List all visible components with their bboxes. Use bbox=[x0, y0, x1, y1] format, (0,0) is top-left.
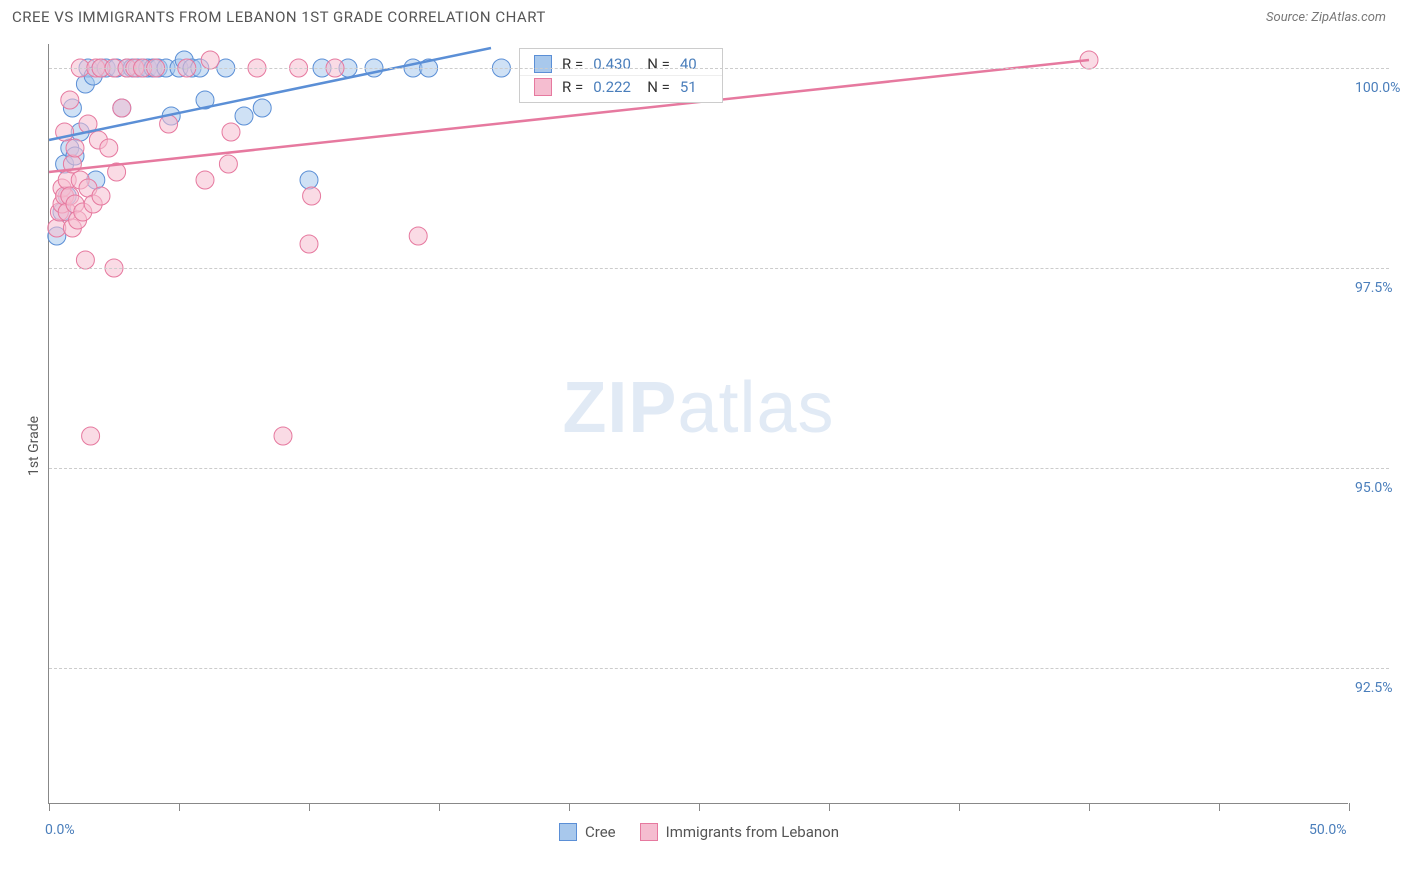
r-label: R = bbox=[562, 78, 583, 96]
y-axis-title: 1st Grade bbox=[26, 416, 42, 476]
scatter-point bbox=[160, 115, 178, 133]
scatter-point bbox=[253, 99, 271, 117]
x-tick bbox=[309, 803, 310, 811]
x-tick-label: 50.0% bbox=[1309, 822, 1347, 838]
y-tick-label: 97.5% bbox=[1355, 280, 1393, 296]
legend-swatch bbox=[559, 823, 577, 841]
scatter-point bbox=[222, 123, 240, 141]
legend-label: Cree bbox=[585, 823, 616, 841]
scatter-point bbox=[196, 171, 214, 189]
chart-title: CREE VS IMMIGRANTS FROM LEBANON 1ST GRAD… bbox=[12, 8, 546, 26]
plot-container: ZIPatlas R =0.430N =40R =0.222N =51 Cree… bbox=[48, 44, 1348, 804]
legend-stats-row: R = 0.430 N = 40 bbox=[520, 53, 722, 75]
x-tick bbox=[179, 803, 180, 811]
legend-stats-row: R = 0.222 N = 51 bbox=[520, 75, 722, 98]
scatter-point bbox=[82, 427, 100, 445]
scatter-point bbox=[113, 99, 131, 117]
x-tick bbox=[439, 803, 440, 811]
scatter-point bbox=[66, 139, 84, 157]
x-tick bbox=[1089, 803, 1090, 811]
x-tick bbox=[959, 803, 960, 811]
x-tick-label: 0.0% bbox=[45, 822, 75, 838]
r-value: 0.222 bbox=[593, 78, 637, 96]
y-tick-label: 95.0% bbox=[1355, 480, 1393, 496]
n-label: N = bbox=[647, 55, 670, 73]
scatter-point bbox=[61, 91, 79, 109]
scatter-point bbox=[409, 227, 427, 245]
n-value: 40 bbox=[680, 55, 708, 73]
gridline bbox=[49, 268, 1389, 269]
gridline bbox=[49, 668, 1389, 669]
scatter-point bbox=[76, 251, 94, 269]
x-tick bbox=[569, 803, 570, 811]
scatter-point bbox=[219, 155, 237, 173]
y-tick-label: 100.0% bbox=[1355, 80, 1400, 96]
plot-area: ZIPatlas R =0.430N =40R =0.222N =51 Cree… bbox=[48, 44, 1348, 804]
n-value: 51 bbox=[680, 78, 708, 96]
scatter-point bbox=[235, 107, 253, 125]
legend-swatch bbox=[640, 823, 658, 841]
gridline bbox=[49, 468, 1389, 469]
x-tick bbox=[699, 803, 700, 811]
source-attribution: Source: ZipAtlas.com bbox=[1266, 10, 1386, 25]
scatter-point bbox=[300, 235, 318, 253]
x-tick bbox=[829, 803, 830, 811]
x-tick bbox=[49, 803, 50, 811]
r-label: R = bbox=[562, 55, 583, 73]
scatter-point bbox=[303, 187, 321, 205]
legend-swatch bbox=[534, 78, 552, 96]
gridline bbox=[49, 68, 1389, 69]
r-value: 0.430 bbox=[593, 55, 637, 73]
x-tick bbox=[1349, 803, 1350, 811]
legend-stats-box: R = 0.430 N = 40 R = 0.222 N = 51 bbox=[519, 48, 723, 103]
n-label: N = bbox=[647, 78, 670, 96]
legend-label: Immigrants from Lebanon bbox=[666, 823, 839, 841]
scatter-point bbox=[274, 427, 292, 445]
bottom-legend: Cree Immigrants from Lebanon bbox=[49, 823, 1349, 841]
plot-svg bbox=[49, 44, 1349, 804]
scatter-point bbox=[300, 171, 318, 189]
scatter-point bbox=[201, 51, 219, 69]
scatter-point bbox=[92, 187, 110, 205]
scatter-point bbox=[100, 139, 118, 157]
legend-swatch bbox=[534, 55, 552, 73]
bottom-legend-item: Immigrants from Lebanon bbox=[640, 823, 839, 841]
bottom-legend-item: Cree bbox=[559, 823, 616, 841]
x-tick bbox=[1219, 803, 1220, 811]
y-tick-label: 92.5% bbox=[1355, 680, 1393, 696]
